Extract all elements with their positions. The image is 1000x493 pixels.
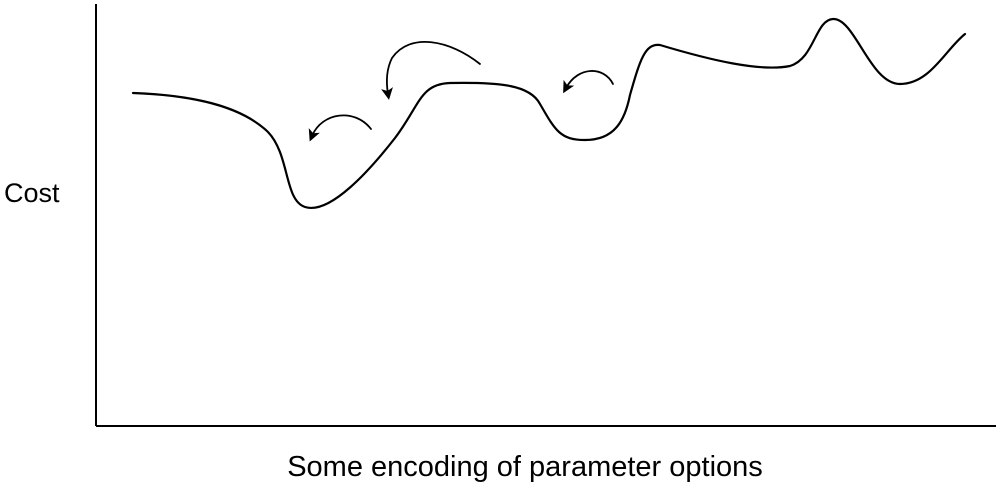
x-axis-label: Some encoding of parameter options — [287, 451, 763, 483]
cost-curve — [131, 17, 967, 210]
move-arrow-3 — [563, 70, 614, 94]
y-axis-label: Cost — [4, 178, 60, 208]
move-arrow-1 — [308, 114, 372, 142]
move-arrow-2 — [381, 41, 481, 100]
